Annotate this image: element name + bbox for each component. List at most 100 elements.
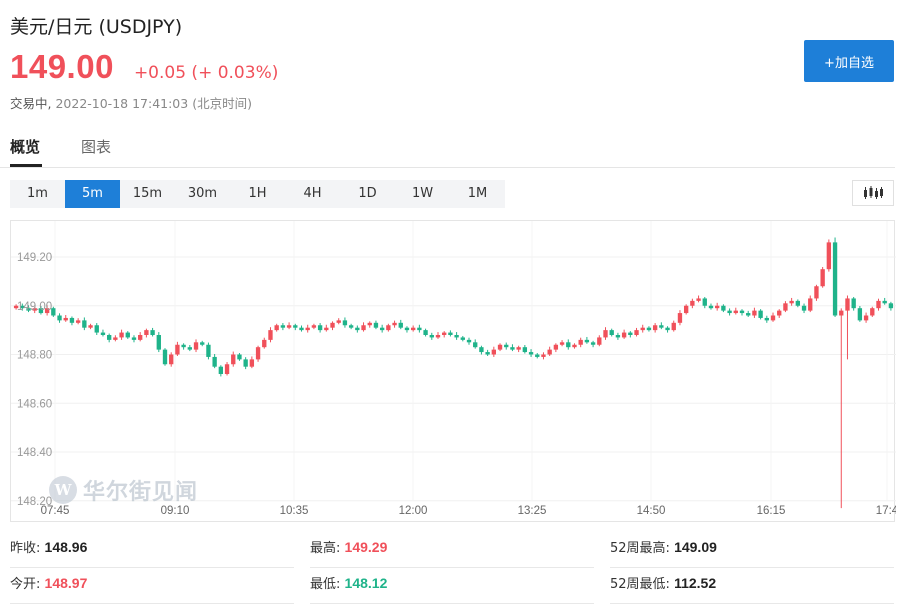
candle (553, 343, 559, 353)
candle (324, 324, 329, 332)
period-1h[interactable]: 1H (248, 186, 267, 201)
candle (547, 346, 552, 356)
candle (113, 335, 118, 342)
period-15m[interactable]: 15m (132, 186, 163, 201)
candle (876, 298, 881, 311)
tab-chart[interactable]: 图表 (81, 138, 112, 156)
candle (603, 327, 608, 340)
period-1mo[interactable]: 1M (467, 186, 488, 201)
candle (671, 320, 676, 332)
candle (317, 323, 323, 333)
candle (733, 307, 738, 315)
candle (100, 329, 106, 337)
candle (187, 344, 192, 352)
candle (665, 326, 670, 333)
candle (652, 323, 658, 333)
candle (231, 351, 236, 367)
candle (249, 356, 255, 369)
candle (497, 343, 503, 352)
candle (398, 319, 403, 330)
candle (820, 266, 825, 288)
chart-type-toggle[interactable] (852, 180, 894, 206)
candle (262, 337, 267, 349)
candle (293, 323, 298, 331)
stat-52w-low: 52周最低: 112.52 (610, 568, 894, 604)
candle (826, 239, 832, 272)
candle (795, 299, 801, 308)
y-tick-label: 148.60 (17, 398, 52, 410)
trade-status: 交易中, (10, 96, 52, 111)
period-1m[interactable]: 1m (27, 186, 48, 201)
candle (26, 305, 31, 313)
candle (150, 327, 155, 337)
candle (702, 296, 707, 309)
stat-52w-high: 52周最高: 149.09 (610, 532, 894, 568)
candle (752, 307, 757, 318)
candle (640, 324, 645, 333)
candle (175, 341, 180, 356)
candle (379, 324, 385, 333)
candle (783, 301, 788, 313)
watermark: W 华尔街见闻 (49, 474, 198, 506)
candle (417, 324, 422, 333)
candle (386, 323, 391, 332)
add-watchlist-button[interactable]: +加自选 (804, 40, 894, 82)
candle (677, 310, 683, 326)
period-4h[interactable]: 4H (303, 186, 322, 201)
candle (758, 309, 763, 320)
period-5m[interactable]: 5m (65, 180, 120, 208)
candle (435, 332, 441, 339)
candle (597, 335, 602, 347)
candle (274, 323, 279, 332)
candle (75, 318, 81, 325)
candle (429, 332, 434, 340)
candle (82, 317, 87, 331)
candle (32, 306, 37, 314)
candle (355, 325, 360, 333)
y-tick-label: 149.00 (17, 301, 52, 313)
candle (739, 309, 745, 316)
period-1d[interactable]: 1D (358, 186, 377, 201)
candle (212, 354, 217, 369)
candle (280, 323, 286, 331)
candle (51, 306, 56, 317)
price-row: 149.00 +0.05 (+ 0.03%) (10, 48, 278, 86)
candle (683, 304, 689, 315)
candle (348, 323, 354, 330)
trade-timestamp: 2022-10-18 17:41:03 (北京时间) (51, 96, 252, 111)
candle (243, 357, 248, 370)
candle (696, 295, 701, 303)
candle (311, 323, 317, 330)
period-30m[interactable]: 30m (187, 186, 218, 201)
candle (491, 346, 496, 357)
instrument-title: 美元/日元 (USDJPY) (10, 16, 183, 38)
x-tick-label: 09:10 (161, 505, 190, 517)
stat-open: 今开: 148.97 (10, 568, 294, 604)
candle (621, 329, 627, 339)
candle (305, 324, 310, 333)
candle (888, 301, 894, 311)
candle (299, 325, 304, 332)
candle (125, 331, 130, 339)
price-chart[interactable]: 149.20 149.00 148.80 148.60 148.40 148.20 07:4… (10, 220, 896, 522)
tab-overview[interactable]: 概览 (10, 138, 41, 156)
period-1w[interactable]: 1W (411, 186, 434, 201)
candle (510, 344, 515, 352)
candle (863, 312, 869, 323)
candle (646, 326, 652, 332)
candle (218, 365, 224, 377)
candle (20, 303, 25, 311)
candle (572, 343, 577, 349)
candle (708, 303, 714, 310)
candle (479, 345, 484, 355)
x-tick-label: 13:25 (518, 505, 547, 517)
candle (181, 343, 186, 350)
candle (789, 297, 794, 306)
y-tick-label: 148.40 (17, 447, 52, 459)
candle (119, 329, 124, 340)
y-tick-label: 149.20 (17, 252, 52, 264)
candle (628, 331, 633, 338)
candle (460, 335, 465, 342)
candle (504, 342, 509, 350)
candle (361, 322, 366, 332)
